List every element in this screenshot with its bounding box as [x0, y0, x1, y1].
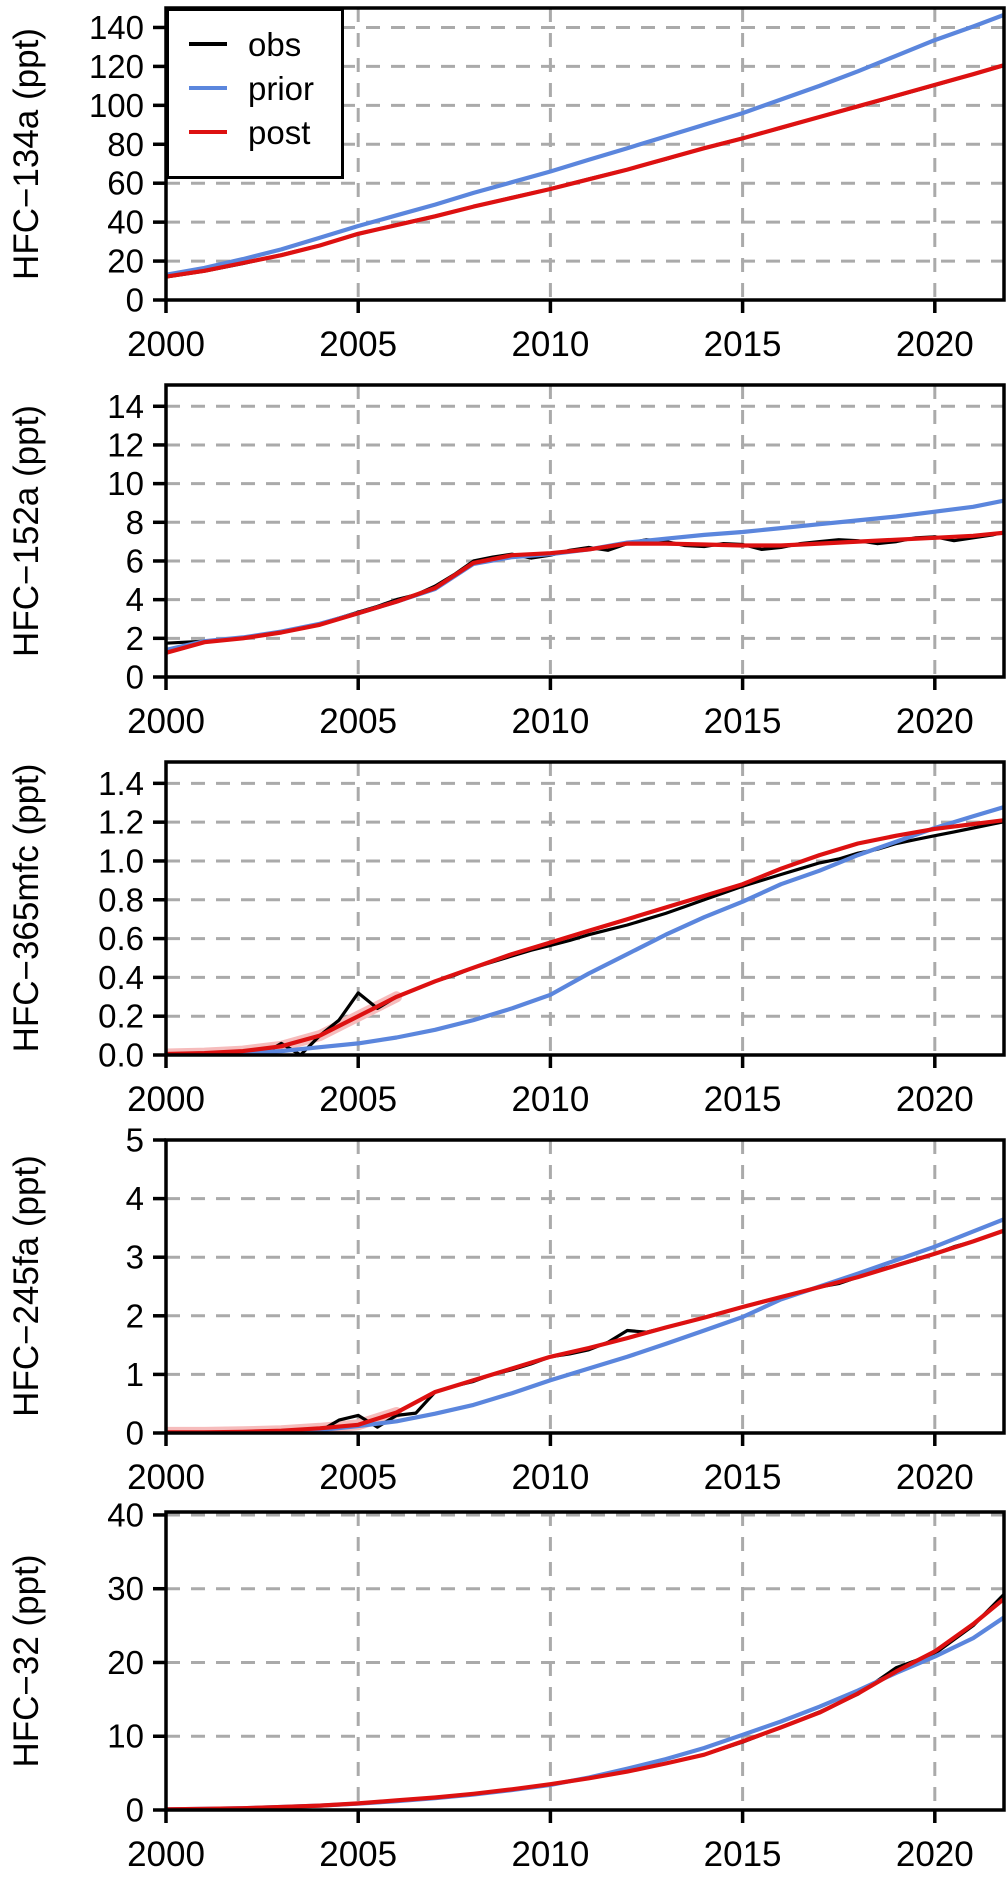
obs-line-swatch: [189, 42, 227, 46]
y-tick-label: 5: [126, 1122, 144, 1159]
prior-line: [166, 804, 1004, 1055]
x-tick-label: 2010: [511, 702, 589, 741]
y-tick-label: 140: [89, 9, 144, 46]
y-tick-label: 0: [126, 282, 144, 319]
prior-line-swatch: [189, 86, 227, 90]
x-tick-label: 2005: [319, 1458, 397, 1497]
y-tick-label: 12: [107, 426, 144, 463]
post-line: [166, 62, 1004, 279]
legend: obs prior post: [166, 8, 344, 179]
legend-label-prior: prior: [248, 69, 315, 107]
prior-line: [166, 12, 1004, 277]
x-tick-label: 2015: [704, 702, 782, 741]
y-tick-label: 10: [107, 1718, 144, 1755]
legend-label-obs: obs: [248, 25, 302, 63]
post-line: [166, 1228, 1004, 1433]
x-tick-label: 2000: [127, 325, 205, 364]
x-tick-label: 2000: [127, 1458, 205, 1497]
y-tick-label: 4: [126, 1180, 144, 1217]
x-tick-label: 2015: [704, 1458, 782, 1497]
y-tick-label: 3: [126, 1239, 144, 1276]
y-axis-title-hfc152a: HFC−152a (ppt): [7, 405, 46, 657]
y-axis-title-hfc245fa: HFC−245fa (ppt): [7, 1155, 46, 1417]
y-tick-label: 2: [126, 620, 144, 657]
plot-box: [164, 1138, 1006, 1435]
x-tick-label: 2000: [127, 1080, 205, 1119]
x-tick-label: 2020: [896, 1080, 974, 1119]
y-tick-label: 0.2: [98, 998, 144, 1035]
panel-hfc-245fa-ppt-: 0 1 2 3 4 5 2000 2005 2010 2015 2020: [126, 1122, 1006, 1497]
post-line-swatch: [189, 130, 227, 134]
y-tick-label: 0.6: [98, 920, 144, 957]
y-tick-label: 1: [126, 1356, 144, 1393]
y-tick-label: 10: [107, 465, 144, 502]
plot-box: [164, 760, 1006, 1057]
x-tick-label: 2010: [511, 1080, 589, 1119]
y-tick-label: 0.0: [98, 1037, 144, 1074]
legend-entry-obs: obs: [189, 22, 341, 66]
panel-hfc-32-ppt-: 0 10 20 30 40 2000 2005 2010 2015 2020: [107, 1496, 1006, 1874]
x-tick-label: 2015: [704, 325, 782, 364]
y-tick-label: 0.8: [98, 881, 144, 918]
y-axis-title-hfc365mfc: HFC−365mfc (ppt): [7, 763, 46, 1053]
y-tick-label: 0: [126, 659, 144, 696]
y-tick-label: 2: [126, 1297, 144, 1334]
x-tick-label: 2015: [704, 1080, 782, 1119]
obs-line: [166, 530, 1004, 645]
x-tick-label: 2020: [896, 1458, 974, 1497]
x-tick-label: 2005: [319, 702, 397, 741]
post-line: [166, 1596, 1004, 1810]
legend-label-post: post: [248, 113, 311, 151]
y-tick-label: 4: [126, 581, 144, 618]
y-tick-label: 1.0: [98, 842, 144, 879]
legend-entry-post: post: [189, 110, 341, 154]
x-tick-label: 2005: [319, 325, 397, 364]
y-tick-label: 6: [126, 542, 144, 579]
y-tick-label: 40: [107, 204, 144, 241]
y-tick-label: 0: [126, 1415, 144, 1452]
post-line: [166, 530, 1004, 655]
x-tick-label: 2010: [511, 1835, 589, 1874]
x-tick-label: 2000: [127, 702, 205, 741]
x-tick-label: 2020: [896, 325, 974, 364]
y-tick-label: 14: [107, 388, 144, 425]
y-tick-label: 0.4: [98, 959, 144, 996]
y-tick-label: 1.4: [98, 765, 144, 802]
plot-box: [164, 383, 1006, 679]
y-tick-label: 100: [89, 87, 144, 124]
y-tick-label: 20: [107, 243, 144, 280]
y-tick-label: 0: [126, 1792, 144, 1829]
y-tick-label: 40: [107, 1496, 144, 1533]
y-tick-label: 60: [107, 165, 144, 202]
post-line: [166, 818, 1004, 1055]
legend-entry-prior: prior: [189, 66, 341, 110]
y-tick-label: 120: [89, 48, 144, 85]
x-tick-label: 2020: [896, 702, 974, 741]
y-axis-title-hfc134a: HFC−134a (ppt): [7, 28, 46, 280]
y-axis-title-hfc32: HFC−32 (ppt): [7, 1554, 46, 1768]
prior-line: [166, 1216, 1004, 1433]
y-tick-label: 80: [107, 126, 144, 163]
x-tick-label: 2005: [319, 1080, 397, 1119]
y-tick-label: 1.2: [98, 804, 144, 841]
x-tick-label: 2010: [511, 1458, 589, 1497]
x-tick-label: 2000: [127, 1835, 205, 1874]
x-tick-label: 2005: [319, 1835, 397, 1874]
y-tick-label: 8: [126, 504, 144, 541]
panel-hfc-365mfc-ppt-: 0.00.20.40.60.81.01.21.4 2000 2005 2010 2015…: [98, 760, 1006, 1119]
x-tick-label: 2010: [511, 325, 589, 364]
x-tick-label: 2020: [896, 1835, 974, 1874]
y-tick-label: 20: [107, 1644, 144, 1681]
x-tick-label: 2015: [704, 1835, 782, 1874]
y-tick-label: 30: [107, 1570, 144, 1607]
